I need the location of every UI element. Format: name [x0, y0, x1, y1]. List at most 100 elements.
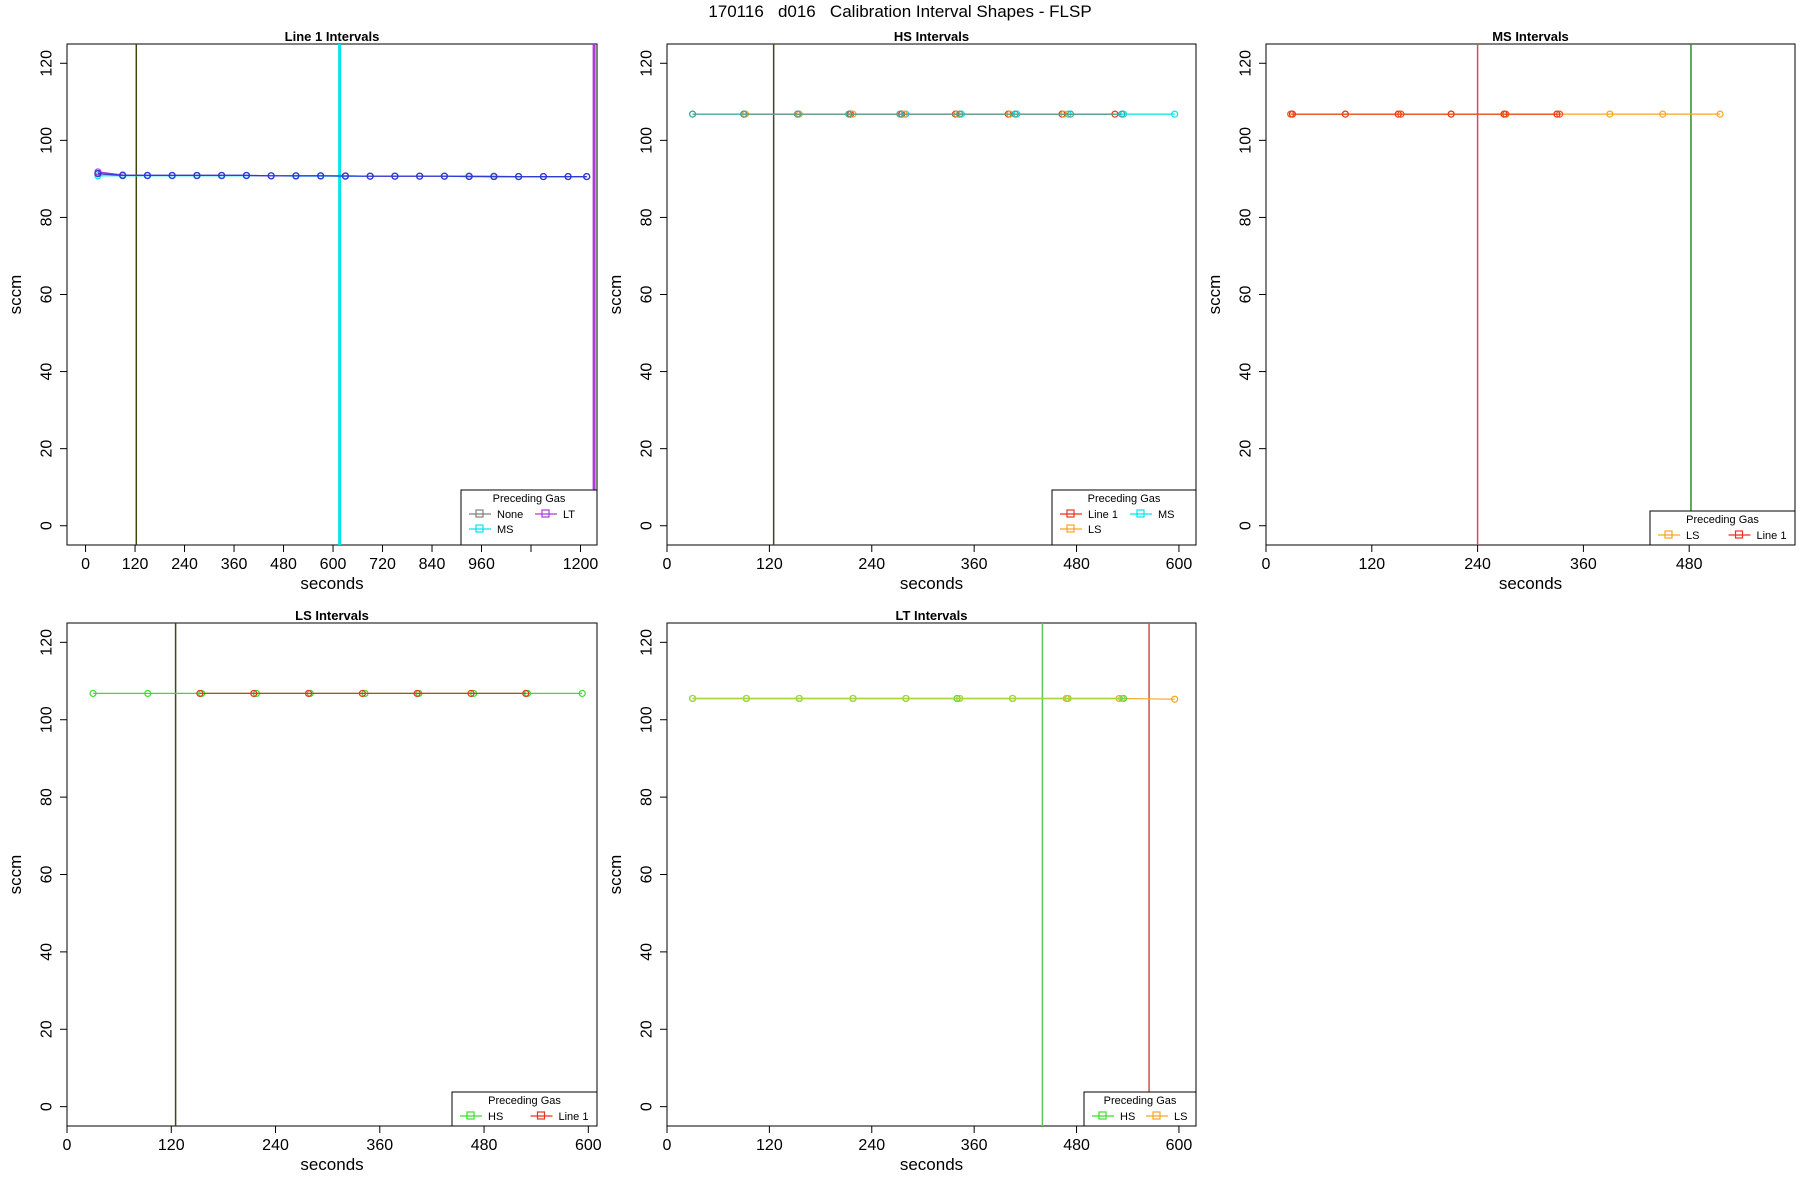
legend-entry-label: LS: [1174, 1111, 1187, 1123]
x-tick-label: 720: [369, 556, 396, 573]
x-tick-label: 120: [122, 556, 149, 573]
y-tick-label: 80: [39, 788, 56, 806]
data-point: [578, 689, 586, 698]
series-line-1: [196, 689, 530, 698]
legend-swatch-marker: [466, 1111, 475, 1120]
legend: Preceding Gas HS Line 1: [451, 1091, 598, 1127]
data-point: [564, 172, 572, 181]
legend-entry-label: LT: [563, 509, 575, 521]
legend-swatch-marker: [541, 509, 550, 518]
legend-title: Preceding Gas: [1686, 514, 1759, 526]
y-tick-label: 0: [39, 1102, 56, 1111]
y-tick-label: 20: [639, 1020, 656, 1038]
data-point: [1287, 110, 1295, 118]
y-tick-label: 60: [639, 866, 656, 884]
legend-title: Preceding Gas: [1104, 1095, 1177, 1107]
data-point: [1555, 110, 1564, 118]
y-tick-label: 120: [39, 629, 56, 656]
x-tick-label: 120: [1358, 556, 1385, 573]
plot-area: [94, 44, 596, 545]
y-tick-label: 120: [1238, 50, 1255, 77]
legend-entry-label: LS: [1686, 530, 1699, 542]
legend: Preceding Gas LS Line 1: [1649, 510, 1796, 546]
y-tick-label: 80: [639, 208, 656, 226]
y-tick-label: 40: [639, 943, 656, 961]
legend-entry-label: Line 1: [559, 1111, 589, 1123]
data-point: [1606, 110, 1614, 118]
legend-box: [1083, 1091, 1197, 1127]
plot-area: [688, 623, 1179, 1126]
data-point: [795, 694, 803, 703]
data-point: [89, 689, 97, 698]
x-tick-label: 840: [419, 556, 446, 573]
y-tick-label: 60: [1238, 286, 1255, 304]
legend-box: [451, 1091, 598, 1127]
legend-swatch-marker: [1664, 530, 1673, 539]
data-point: [292, 172, 300, 180]
data-point: [522, 689, 530, 698]
x-tick-label: 240: [1464, 556, 1491, 573]
x-tick-label: 600: [575, 1137, 602, 1154]
legend-entry-label: LS: [1088, 524, 1101, 536]
x-tick-label: 240: [858, 556, 885, 573]
x-axis-label: seconds: [1499, 574, 1562, 593]
y-tick-label: 20: [639, 440, 656, 458]
data-point: [740, 110, 748, 118]
data-point: [467, 689, 475, 698]
legend: Preceding Gas HS LS: [1083, 1091, 1197, 1127]
y-tick-label: 0: [639, 1102, 656, 1111]
plot-frame: [666, 43, 1197, 546]
legend-entry-label: HS: [488, 1111, 503, 1123]
chart-title: MS Intervals: [1492, 29, 1569, 44]
plot-area: [688, 44, 1179, 545]
x-tick-label: 480: [1676, 556, 1703, 573]
data-point: [849, 694, 857, 703]
data-point: [845, 110, 853, 118]
x-tick-label: 0: [63, 1137, 72, 1154]
data-point: [250, 689, 258, 698]
x-tick-label: 240: [262, 1137, 289, 1154]
y-tick-label: 60: [39, 866, 56, 884]
figure-title: 170116 d016 Calibration Interval Shapes …: [708, 2, 1092, 21]
legend-swatch-marker: [1066, 524, 1075, 533]
x-tick-label: 480: [1063, 1137, 1090, 1154]
chart-title: HS Intervals: [894, 29, 969, 44]
data-point: [956, 694, 964, 703]
data-point: [956, 110, 964, 118]
y-axis-label: sccm: [1205, 275, 1224, 315]
y-tick-label: 40: [39, 943, 56, 961]
data-point: [583, 172, 591, 181]
x-tick-label: 0: [663, 1137, 672, 1154]
data-point: [1011, 110, 1019, 118]
plot-frame: [1265, 43, 1796, 546]
data-point: [1171, 110, 1179, 118]
x-tick-label: 120: [756, 1137, 783, 1154]
series-unlabeled: [688, 110, 1126, 118]
legend-entry-label: MS: [497, 524, 514, 536]
y-tick-label: 100: [39, 127, 56, 154]
x-tick-label: 240: [171, 556, 198, 573]
data-point: [168, 171, 176, 180]
x-tick-label: 360: [1570, 556, 1597, 573]
y-tick-label: 120: [639, 50, 656, 77]
data-point: [366, 172, 374, 180]
data-point: [1064, 694, 1072, 703]
x-tick-label: 480: [270, 556, 297, 573]
x-tick-label: 360: [961, 1137, 988, 1154]
y-axis-label: sccm: [606, 275, 625, 315]
legend-swatch-marker: [1098, 1111, 1107, 1120]
data-point: [242, 171, 251, 180]
legend-title: Preceding Gas: [493, 493, 566, 505]
data-point: [902, 694, 910, 703]
legend-swatch-marker: [1152, 1111, 1161, 1120]
data-point: [143, 171, 152, 180]
x-tick-label: 480: [1063, 556, 1090, 573]
legend-entry-label: Line 1: [1088, 509, 1118, 521]
data-point: [896, 110, 904, 118]
y-tick-label: 80: [639, 788, 656, 806]
y-tick-label: 40: [39, 363, 56, 381]
x-axis-label: seconds: [900, 1155, 963, 1174]
y-tick-label: 40: [1238, 363, 1255, 381]
legend-entry-label: MS: [1158, 509, 1175, 521]
